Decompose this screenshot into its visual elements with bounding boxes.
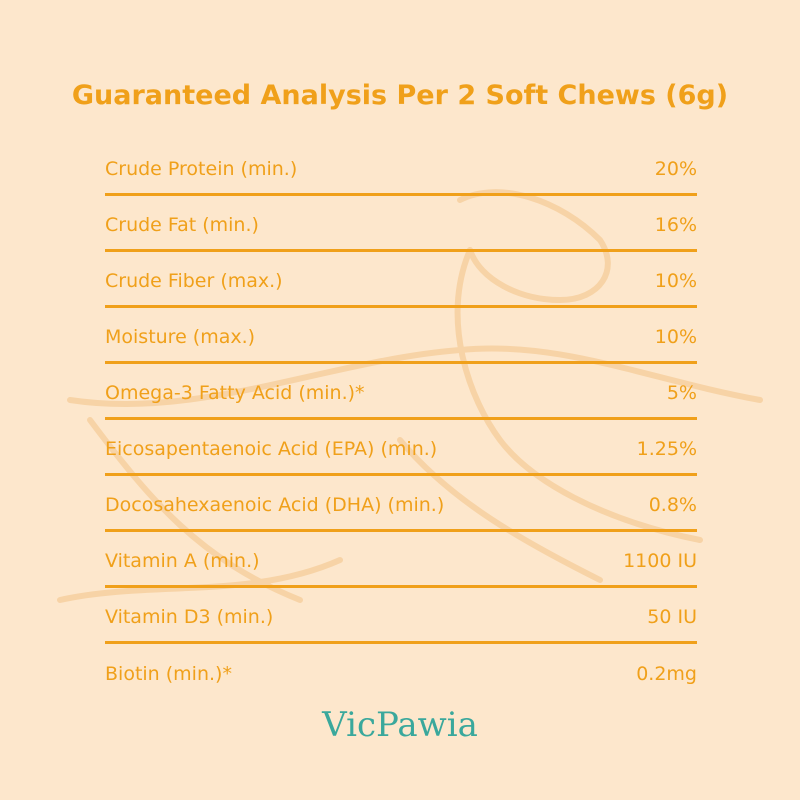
table-row: Crude Fat (min.) 16% [105,196,697,252]
nutrient-value: 10% [654,325,697,348]
nutrient-value: 0.2mg [636,663,697,685]
table-row: Vitamin A (min.) 1100 IU [105,532,697,588]
table-row: Docosahexaenoic Acid (DHA) (min.) 0.8% [105,476,697,532]
table-row: Crude Fiber (max.) 10% [105,252,697,308]
nutrient-name: Omega-3 Fatty Acid (min.)* [105,381,365,404]
nutrient-name: Docosahexaenoic Acid (DHA) (min.) [105,493,445,516]
nutrient-value: 0.8% [648,493,697,516]
table-row: Crude Protein (min.) 20% [105,140,697,196]
nutrient-name: Biotin (min.)* [105,663,232,685]
nutrient-value: 1.25% [636,437,697,460]
nutrient-value: 10% [654,269,697,292]
nutrient-value: 20% [654,157,697,180]
nutrient-name: Vitamin A (min.) [105,549,260,572]
nutrient-name: Crude Fiber (max.) [105,269,283,292]
nutrient-name: Crude Fat (min.) [105,213,259,236]
table-row: Moisture (max.) 10% [105,308,697,364]
nutrient-name: Moisture (max.) [105,325,256,348]
nutrient-value: 5% [666,381,697,404]
nutrient-name: Vitamin D3 (min.) [105,605,274,628]
analysis-table: Crude Protein (min.) 20% Crude Fat (min.) 1… [105,140,697,700]
nutrient-value: 16% [654,213,697,236]
table-row: Biotin (min.)* 0.2mg [105,644,697,700]
nutrient-value: 1100 IU [623,549,697,572]
table-row: Eicosapentaenoic Acid (EPA) (min.) 1.25% [105,420,697,476]
nutrient-name: Crude Protein (min.) [105,157,298,180]
brand-logo: VicPawia [322,705,478,745]
table-row: Vitamin D3 (min.) 50 IU [105,588,697,644]
nutrient-name: Eicosapentaenoic Acid (EPA) (min.) [105,437,438,460]
nutrient-value: 50 IU [647,605,697,628]
title: Guaranteed Analysis Per 2 Soft Chews (6g… [71,80,729,111]
table-row: Omega-3 Fatty Acid (min.)* 5% [105,364,697,420]
